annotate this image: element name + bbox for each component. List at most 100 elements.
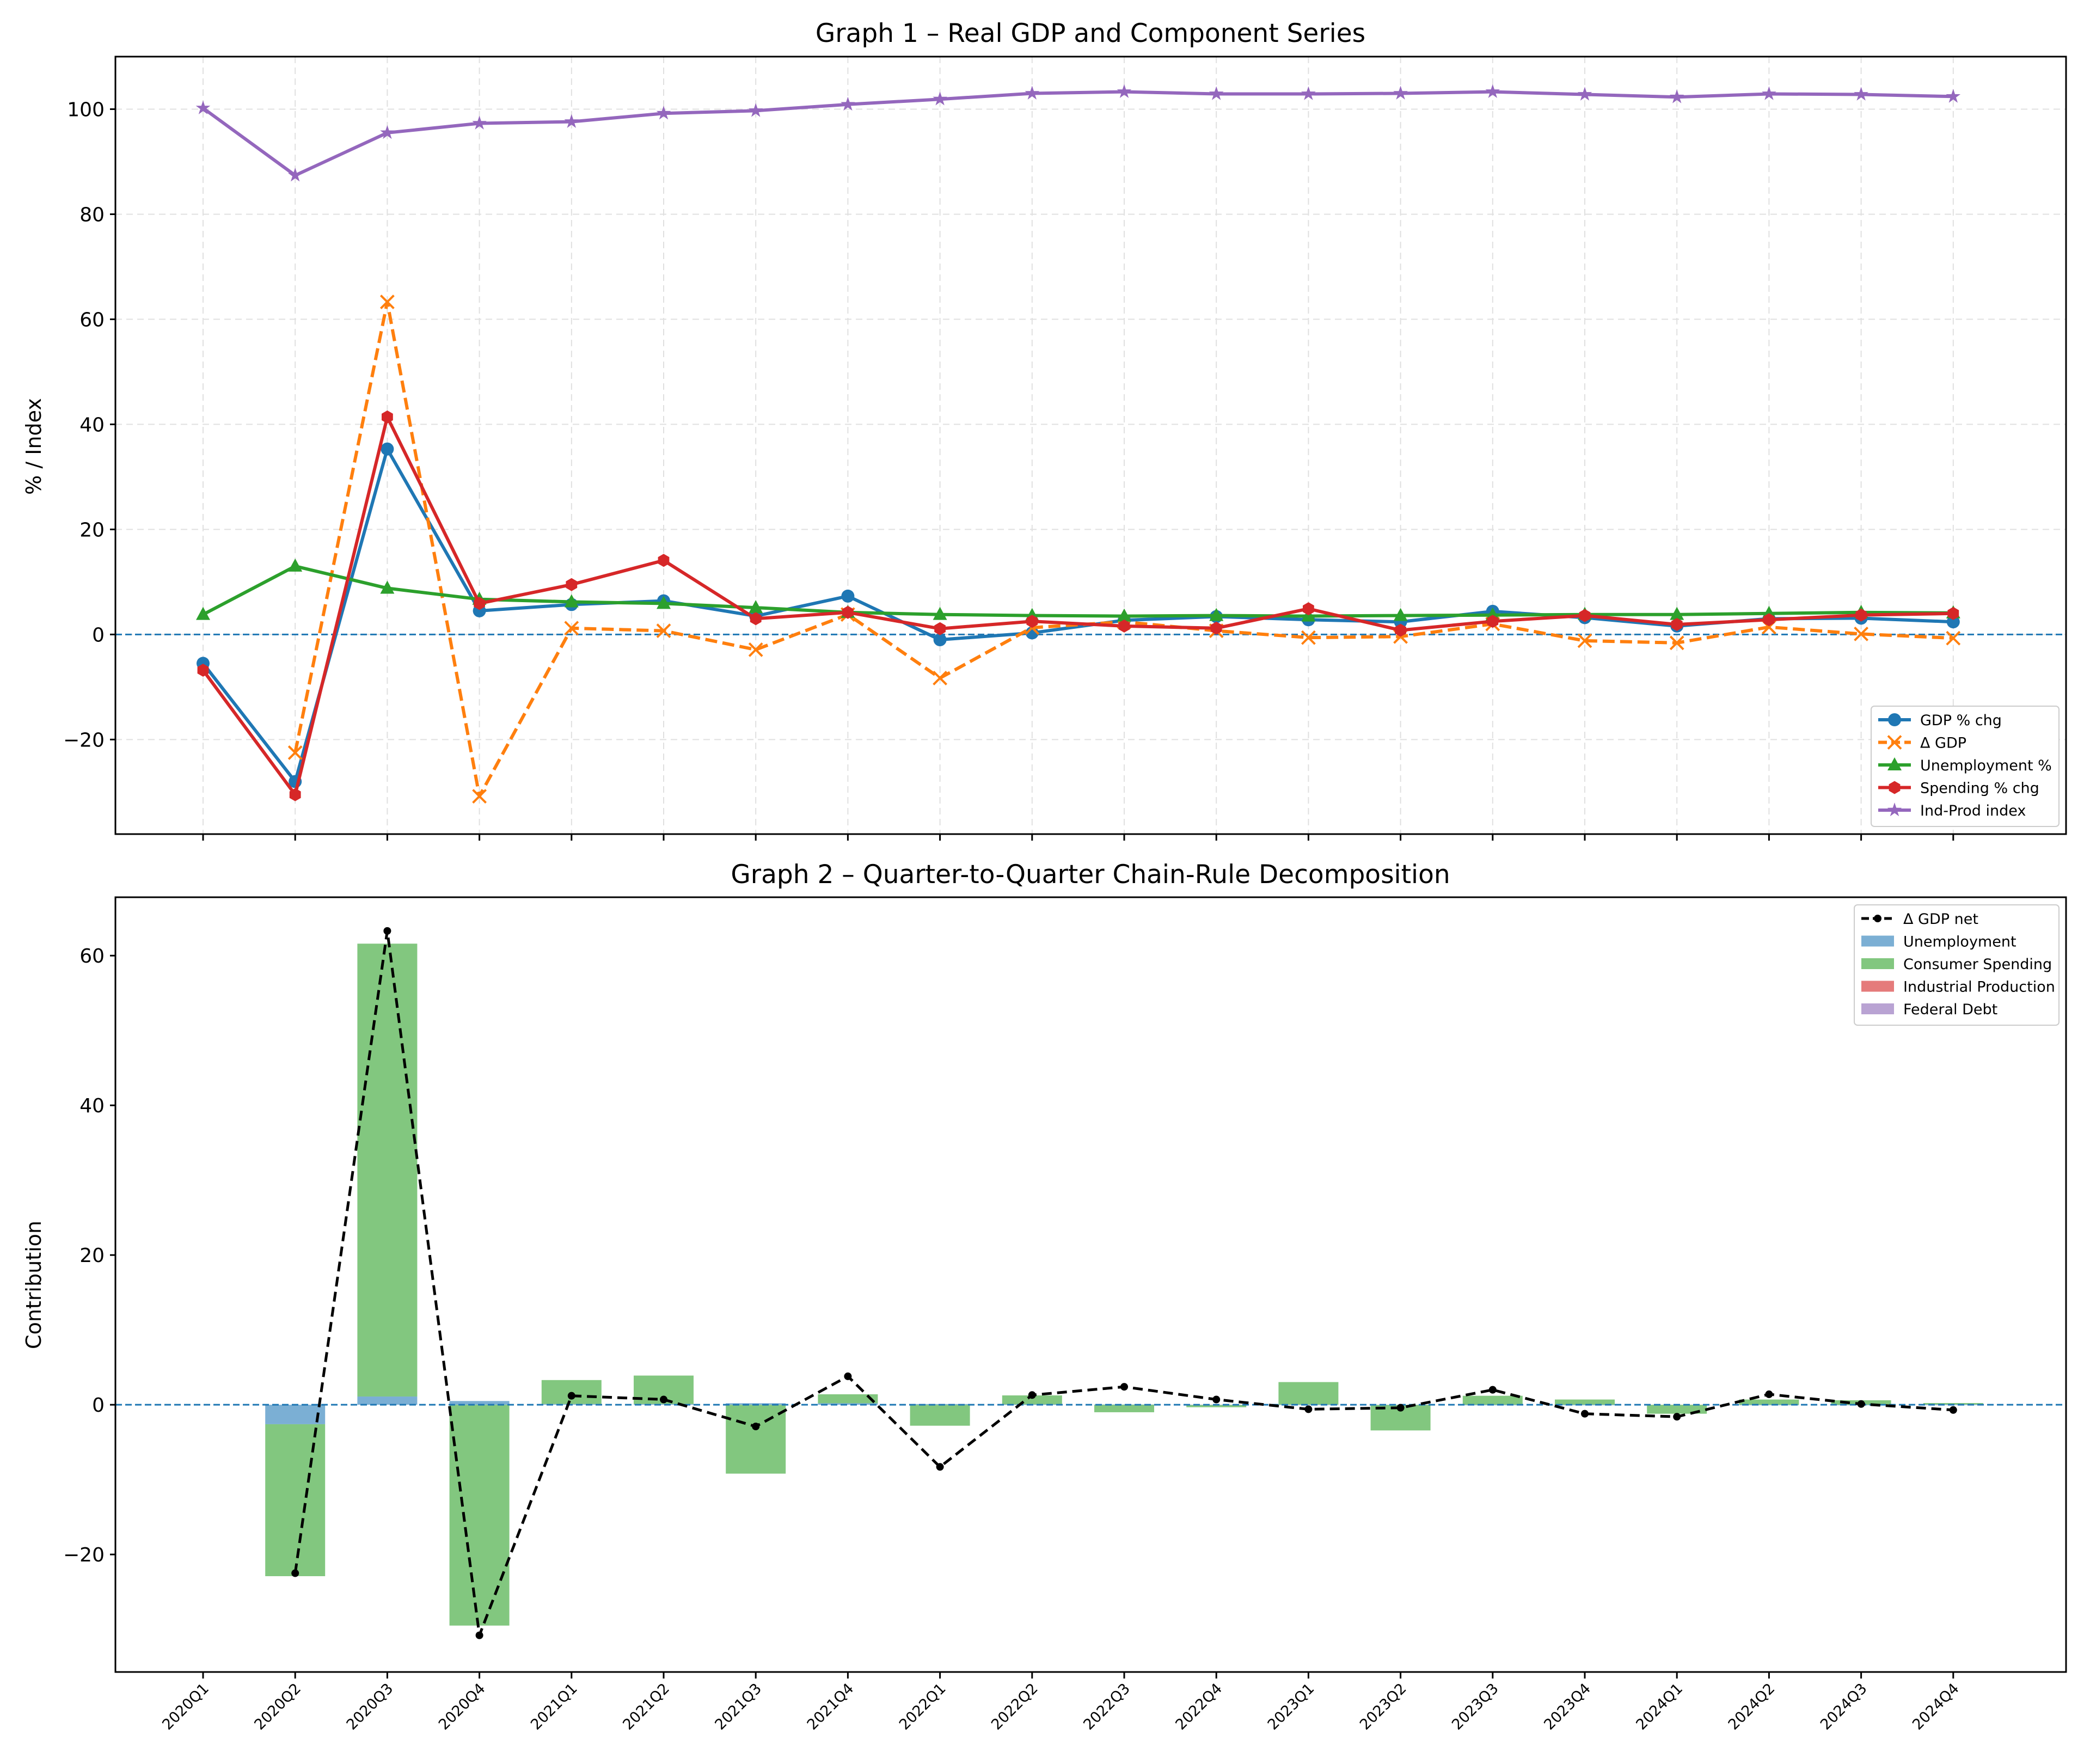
data-point-delta-gdp-net: [1949, 1406, 1957, 1414]
bar-unemployment: [357, 1396, 418, 1405]
data-point-spending-chg: [1303, 602, 1314, 616]
data-point-ind-prod-index: [1025, 85, 1040, 100]
legend-swatch-industrial-production: [1861, 981, 1894, 992]
graph-2-x-ticks: 2020Q1 2020Q2 2020Q3 2020Q4 2021Q1 2021Q2 2021…: [159, 1672, 1963, 1734]
data-point-spending-chg: [1026, 615, 1038, 628]
graph-1-panel: Graph 1 – Real GDP and Component Series …: [22, 19, 2067, 841]
legend-label-unemployment: Unemployment %: [1920, 757, 2052, 774]
data-point-unemployment: [1209, 608, 1224, 621]
y-tick-label: 60: [79, 945, 105, 967]
data-point-ind-prod-index: [1762, 86, 1776, 100]
legend-label-industrial-production: Industrial Production: [1903, 979, 2055, 996]
data-point-ind-prod-index: [1669, 89, 1684, 103]
data-point-spending-chg: [1395, 623, 1406, 637]
data-point-gdp-chg: [1946, 615, 1960, 629]
graph-1-x-ticks: [202, 834, 1954, 841]
graph-1-y-axis-label: % / Index: [22, 398, 46, 495]
data-point-spending-chg: [934, 622, 946, 635]
y-tick-label: 100: [67, 99, 105, 121]
data-point-delta-gdp-net: [844, 1372, 852, 1380]
legend-box: [1854, 904, 2060, 1026]
data-point-spending-chg: [658, 554, 670, 567]
data-point-spending-chg: [1671, 618, 1683, 631]
bar-consumer-spending: [1462, 1395, 1523, 1405]
data-point-ind-prod-index: [1577, 87, 1592, 101]
graph-1-title: Graph 1 – Real GDP and Component Series: [816, 19, 1365, 48]
data-point-delta-gdp-net: [936, 1463, 944, 1471]
y-tick-label: 20: [79, 1245, 105, 1267]
data-point-delta-gdp-net: [1581, 1410, 1589, 1418]
data-point-unemployment: [288, 558, 303, 572]
graph-2-y-axis-label: Contribution: [22, 1221, 46, 1349]
bar-consumer-spending: [1002, 1395, 1062, 1405]
data-point-delta-gdp-net: [1857, 1400, 1865, 1408]
graph-2-axes-frame: [114, 896, 2067, 1673]
data-point-ind-prod-index: [1485, 84, 1500, 98]
data-point-gdp: [1854, 626, 1869, 641]
data-point-ind-prod-index: [841, 96, 855, 111]
data-point-gdp: [564, 621, 579, 636]
data-point-delta-gdp-net: [291, 1569, 299, 1577]
x-tick-label: 2020Q3: [344, 1680, 397, 1734]
data-point-delta-gdp-net: [567, 1392, 575, 1400]
data-point-gdp: [748, 642, 763, 657]
data-point-spending-chg: [197, 664, 209, 677]
x-tick-label: 2023Q3: [1449, 1680, 1502, 1734]
legend-marker-unemployment: [1887, 757, 1902, 770]
y-tick-label: 20: [79, 519, 105, 541]
legend-label-gdp-chg: GDP % chg: [1920, 712, 2002, 729]
legend-marker-delta-gdp-net: [1874, 915, 1881, 922]
legend-marker-gdp-chg: [1888, 713, 1901, 726]
data-point-unemployment: [380, 580, 395, 594]
data-point-gdp: [1301, 630, 1316, 645]
data-point-delta-gdp-net: [1212, 1395, 1221, 1404]
data-point-delta-gdp-net: [660, 1395, 667, 1404]
legend-marker-spending-chg: [1889, 781, 1901, 794]
legend-swatch-unemployment: [1861, 935, 1894, 947]
graph-2-panel: Graph 2 – Quarter-to-Quarter Chain-Rule …: [22, 860, 2067, 1734]
graph-1-series: [195, 84, 1961, 804]
y-tick-label: 0: [92, 1394, 105, 1417]
x-tick-label: 2024Q2: [1725, 1680, 1779, 1734]
data-point-gdp: [1669, 635, 1684, 651]
data-point-ind-prod-index: [656, 106, 671, 120]
data-point-delta-gdp-net: [1120, 1383, 1128, 1391]
data-point-gdp: [379, 295, 395, 310]
legend-label-federal-debt: Federal Debt: [1903, 1001, 1997, 1018]
data-point-gdp: [1946, 630, 1961, 646]
bar-consumer-spending: [1555, 1399, 1615, 1405]
data-point-ind-prod-index: [287, 168, 303, 182]
x-tick-label: 2024Q4: [1909, 1680, 1963, 1734]
x-tick-label: 2024Q3: [1817, 1680, 1871, 1734]
graph-1-y-ticks: −20 0 20 40 60 80 100: [63, 99, 115, 751]
bar-consumer-spending: [1647, 1405, 1707, 1414]
x-tick-label: 2022Q4: [1172, 1680, 1225, 1734]
legend-label-ind-prod-index: Ind-Prod index: [1920, 803, 2026, 819]
x-tick-label: 2020Q4: [436, 1680, 489, 1734]
data-point-unemployment: [196, 607, 210, 620]
y-tick-label: 60: [79, 309, 105, 331]
data-point-gdp-chg: [933, 633, 947, 646]
data-point-ind-prod-index: [1117, 84, 1132, 98]
x-tick-label: 2022Q2: [988, 1680, 1041, 1734]
bar-unemployment: [265, 1405, 326, 1424]
data-point-unemployment: [1117, 608, 1131, 622]
data-point-delta-gdp-net: [475, 1631, 483, 1639]
bar-consumer-spending: [1923, 1403, 1983, 1405]
data-point-unemployment: [1670, 607, 1684, 620]
graph-2-net-line: [291, 927, 1957, 1639]
data-point-gdp-chg: [841, 589, 855, 603]
bar-consumer-spending: [357, 944, 418, 1397]
y-tick-label: −20: [63, 729, 105, 751]
data-point-spending-chg: [1579, 609, 1591, 622]
bar-unemployment: [449, 1401, 510, 1405]
data-point-spending-chg: [474, 597, 485, 610]
legend-swatch-federal-debt: [1861, 1003, 1894, 1014]
data-point-ind-prod-index: [1301, 86, 1316, 100]
graph-2-legend: Δ GDP net Unemployment Consumer Spending In…: [1854, 904, 2060, 1026]
x-tick-label: 2022Q3: [1080, 1680, 1133, 1734]
data-point-gdp: [1577, 633, 1592, 648]
data-point-unemployment: [1393, 608, 1408, 621]
y-tick-label: 40: [79, 414, 105, 436]
